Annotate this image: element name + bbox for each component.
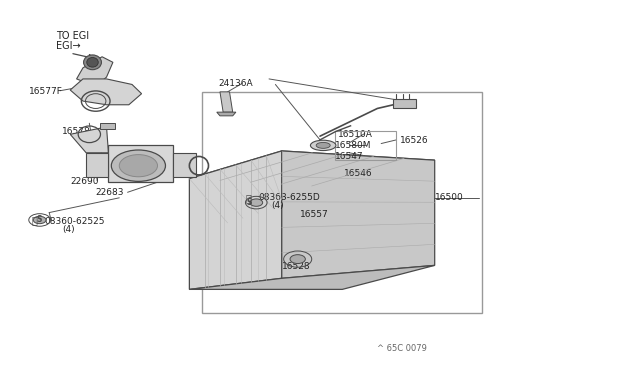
- Text: ^ 65C 0079: ^ 65C 0079: [378, 344, 428, 353]
- Text: 08363-6255D: 08363-6255D: [259, 193, 321, 202]
- Ellipse shape: [87, 58, 99, 67]
- Text: (4): (4): [63, 225, 75, 234]
- Text: 16578: 16578: [62, 127, 91, 136]
- Text: 16500: 16500: [435, 193, 463, 202]
- Text: (4): (4): [271, 201, 284, 211]
- Bar: [202, 92, 483, 313]
- Ellipse shape: [111, 150, 166, 182]
- Ellipse shape: [316, 142, 330, 148]
- Text: 16577F: 16577F: [29, 87, 63, 96]
- Polygon shape: [220, 92, 233, 112]
- Text: 16577FA: 16577FA: [96, 164, 135, 173]
- Circle shape: [33, 216, 46, 224]
- Polygon shape: [86, 153, 108, 177]
- Polygon shape: [70, 79, 141, 105]
- Text: 16510A: 16510A: [338, 130, 372, 139]
- Text: EGI→: EGI→: [56, 41, 80, 51]
- Text: 22683: 22683: [96, 188, 124, 197]
- Text: 22690: 22690: [70, 177, 99, 186]
- Ellipse shape: [84, 55, 101, 70]
- Polygon shape: [394, 99, 415, 109]
- Text: 16580M: 16580M: [335, 141, 372, 150]
- Text: Ⓢ: Ⓢ: [31, 215, 38, 225]
- Circle shape: [290, 255, 305, 263]
- Text: S: S: [246, 198, 252, 207]
- Polygon shape: [173, 153, 196, 177]
- Polygon shape: [189, 151, 435, 188]
- Text: 16528: 16528: [282, 262, 310, 271]
- Text: 24136A: 24136A: [218, 79, 253, 88]
- Text: 16557: 16557: [300, 210, 328, 219]
- Ellipse shape: [310, 140, 336, 151]
- Polygon shape: [100, 123, 115, 129]
- Text: Ⓢ: Ⓢ: [246, 193, 252, 203]
- Text: 08360-62525: 08360-62525: [45, 217, 105, 225]
- Text: 16526: 16526: [399, 136, 428, 145]
- Bar: [335, 131, 396, 160]
- Text: S: S: [37, 215, 42, 224]
- Text: TO EGI: TO EGI: [56, 32, 89, 41]
- Polygon shape: [217, 112, 236, 116]
- Polygon shape: [282, 151, 435, 278]
- Polygon shape: [189, 265, 435, 289]
- Text: 16546: 16546: [344, 169, 372, 177]
- Polygon shape: [108, 145, 173, 182]
- Polygon shape: [189, 151, 282, 289]
- Polygon shape: [77, 57, 113, 86]
- Circle shape: [250, 199, 262, 206]
- Text: 16547: 16547: [335, 152, 364, 161]
- Polygon shape: [70, 127, 108, 153]
- Ellipse shape: [119, 155, 157, 177]
